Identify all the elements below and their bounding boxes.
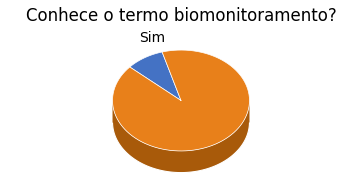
Polygon shape [113,101,249,173]
Text: Não: Não [184,97,211,111]
Text: 9%: 9% [141,59,163,73]
Text: Conhece o termo biomonitoramento?: Conhece o termo biomonitoramento? [26,7,336,25]
Text: 91%: 91% [182,125,213,139]
Polygon shape [113,50,249,151]
Text: Sim: Sim [139,31,165,45]
Polygon shape [130,52,181,100]
